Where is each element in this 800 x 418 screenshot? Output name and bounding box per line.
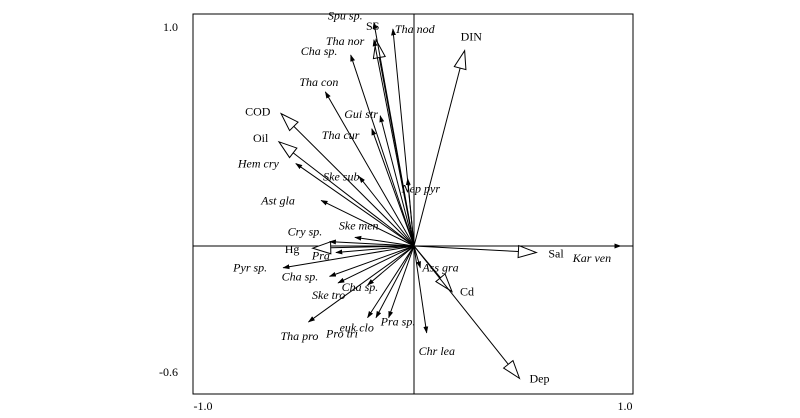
species-label-tha-nor-2: Tha nor xyxy=(326,34,365,48)
species-label-pra-13: Pra xyxy=(311,249,330,263)
species-label-chr-lea-24: Chr lea xyxy=(419,344,455,358)
species-arrow-ske-sub-8 xyxy=(358,176,415,247)
env-arrowhead-hg xyxy=(311,241,332,255)
env-label-sal: Sal xyxy=(548,247,564,261)
env-arrowhead-din xyxy=(453,49,467,71)
x-tick-label-right: 1.0 xyxy=(618,399,633,413)
env-arrowhead-dep xyxy=(502,359,521,380)
species-arrow-ass-gra-19 xyxy=(413,245,421,269)
species-arrow-tha-pro-23 xyxy=(307,245,415,323)
env-arrowhead-sal xyxy=(517,244,538,259)
species-label-cha-sp-18: Cha sp. xyxy=(342,280,379,294)
species-label-pra-sp-21: Pra sp. xyxy=(380,315,416,329)
plot-frame xyxy=(192,13,634,395)
env-arrow-hg xyxy=(330,245,415,249)
env-arrow-dep xyxy=(413,245,509,365)
species-arrow-hem-cry-7 xyxy=(295,163,415,247)
env-arrowhead-oil xyxy=(277,140,298,159)
env-label-oil: Oil xyxy=(253,131,269,145)
y-tick-label-bottom: -0.6 xyxy=(159,365,178,379)
species-arrow-chr-lea-24 xyxy=(413,245,429,334)
env-arrowhead-ss xyxy=(372,38,386,60)
species-arrow-tha-cur-6 xyxy=(371,128,415,247)
species-arrow-ske-men-11 xyxy=(354,235,415,247)
species-arrow-pra-13 xyxy=(335,245,415,255)
env-label-cd: Cd xyxy=(460,285,474,299)
species-arrow-cha-sp-3 xyxy=(350,54,415,247)
species-label-tha-cur-6: Tha cur xyxy=(322,128,360,142)
species-label-ske-sub-8: Ske sub xyxy=(323,170,359,184)
x-tick-label-left: -1.0 xyxy=(194,399,213,413)
species-label-ass-gra-19: Ass gra xyxy=(421,261,458,275)
species-label-nep-pyr-9: Nep pyr xyxy=(401,182,441,196)
species-arrow-cha-sp-16 xyxy=(328,245,415,277)
env-arrowhead-cod xyxy=(279,112,299,132)
species-label-ast-gla-10: Ast gla xyxy=(260,193,295,207)
species-label-cha-sp-3: Cha sp. xyxy=(301,44,338,58)
species-arrow-pyr-sp-15 xyxy=(282,245,415,270)
species-label-kar-ven-14: Kar ven xyxy=(572,251,611,265)
env-label-hg: Hg xyxy=(285,242,300,256)
species-arrow-ske-tro-17 xyxy=(337,245,415,284)
env-arrow-cod xyxy=(293,125,415,247)
species-label-euk-clo-20: euk clo xyxy=(340,321,374,335)
species-label-tha-nod-1: Tha nod xyxy=(395,22,436,36)
species-label-ske-tro-17: Ske tro xyxy=(312,288,345,302)
species-arrow-cry-sp-12 xyxy=(328,239,415,247)
env-label-dep: Dep xyxy=(530,371,550,385)
env-arrow-oil xyxy=(292,152,415,247)
species-arrow-tha-nor-2 xyxy=(372,39,415,247)
env-arrow-sal xyxy=(413,245,519,253)
species-arrow-euk-clo-20 xyxy=(367,245,415,319)
species-arrow-tha-con-4 xyxy=(324,91,415,247)
env-label-ss: SS xyxy=(366,19,379,33)
env-arrow-din xyxy=(413,67,461,247)
species-arrow-ast-gla-10 xyxy=(320,199,415,247)
species-label-pyr-sp-15: Pyr sp. xyxy=(232,261,267,275)
species-label-tha-pro-23: Tha pro xyxy=(281,329,319,343)
species-label-tha-con-4: Tha con xyxy=(299,75,338,89)
species-label-ske-men-11: Ske men xyxy=(339,218,379,232)
env-label-cod: COD xyxy=(245,105,271,119)
species-label-gui-str-5: Gui str xyxy=(344,107,378,121)
species-arrow-pro-tri-22 xyxy=(375,245,415,319)
species-arrow-pra-sp-21 xyxy=(388,245,415,319)
species-label-spu-sp-0: Spu sp. xyxy=(328,8,363,22)
species-arrow-gui-str-5 xyxy=(379,115,415,247)
species-label-pro-tri-22: Pro tri xyxy=(325,327,358,341)
species-label-cry-sp-12: Cry sp. xyxy=(288,225,323,239)
species-label-cha-sp-16: Cha sp. xyxy=(282,269,319,283)
species-arrow-cha-sp-18 xyxy=(367,245,415,286)
species-arrow-nep-pyr-9 xyxy=(405,178,415,247)
species-label-hem-cry-7: Hem cry xyxy=(237,157,280,171)
y-tick-label-top: 1.0 xyxy=(163,20,178,34)
species-arrow-spu-sp-0 xyxy=(372,21,415,247)
env-label-din: DIN xyxy=(461,30,483,44)
